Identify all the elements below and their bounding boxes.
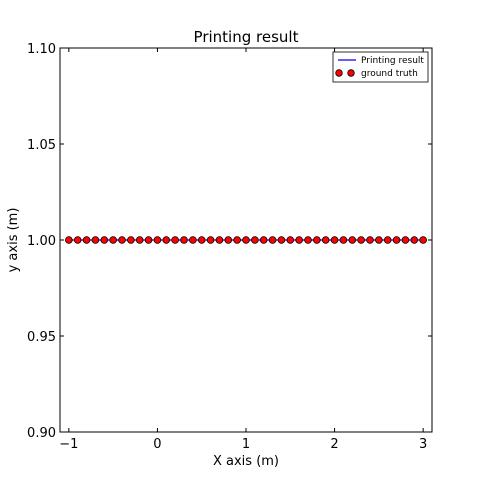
ground-truth-point	[162, 236, 171, 244]
ground-truth-point	[375, 236, 383, 244]
ground-truth-point	[277, 236, 286, 244]
ground-truth-point	[392, 236, 401, 244]
ground-truth-point	[295, 236, 303, 244]
ground-truth-point	[180, 236, 188, 244]
legend-label-ground-truth: ground truth	[361, 69, 418, 79]
x-axis: −1 0 1 2 3	[59, 48, 427, 452]
y-tick-label: 1.05	[27, 138, 56, 153]
ground-truth-point	[242, 236, 250, 244]
legend-marker-swatch	[335, 69, 343, 77]
ground-truth-point	[135, 236, 144, 244]
y-tick-label: 1.10	[27, 42, 56, 57]
ground-truth-point	[233, 236, 241, 244]
x-tick-label: 3	[419, 437, 427, 452]
ground-truth-point	[321, 236, 330, 244]
ground-truth-point	[259, 236, 268, 244]
ground-truth-point	[401, 236, 410, 244]
ground-truth-point	[65, 236, 73, 244]
ground-truth-point	[171, 236, 179, 244]
ground-truth-point	[286, 236, 295, 244]
ground-truth-point	[118, 236, 126, 244]
ground-truth-point	[304, 236, 312, 244]
ground-truth-point	[330, 236, 339, 244]
ground-truth-point	[127, 236, 135, 244]
plot-area	[65, 236, 427, 244]
ground-truth-point	[91, 236, 100, 244]
x-axis-label: X axis (m)	[213, 454, 279, 469]
legend-label-printing-result: Printing result	[361, 56, 424, 66]
legend-box	[332, 51, 429, 83]
ground-truth-point	[153, 236, 162, 244]
ground-truth-point	[366, 236, 374, 244]
ground-truth-point	[73, 236, 82, 244]
ground-truth-point	[339, 236, 348, 244]
x-tick-label: 2	[330, 437, 338, 452]
legend: Printing result ground truth	[332, 51, 429, 83]
x-tick-label: −1	[59, 437, 78, 452]
x-tick-label: 1	[242, 437, 250, 452]
ground-truth-point	[357, 236, 365, 244]
ground-truth-point	[410, 236, 419, 244]
x-tick-label: 0	[153, 437, 161, 452]
ground-truth-point	[206, 236, 215, 244]
y-tick-label: 0.95	[27, 330, 56, 345]
ground-truth-point	[268, 236, 277, 244]
ground-truth-point	[224, 236, 233, 244]
chart-title: Printing result	[194, 28, 299, 46]
ground-truth-point	[197, 236, 206, 244]
y-axis: 0.90 0.95 1.00 1.05 1.10	[27, 42, 432, 441]
ground-truth-point	[215, 236, 224, 244]
legend-marker-swatch	[347, 69, 355, 77]
ground-truth-point	[313, 236, 321, 244]
ground-truth-point	[383, 236, 392, 244]
ground-truth-point	[189, 236, 197, 244]
y-tick-label: 1.00	[27, 234, 56, 249]
ground-truth-point	[82, 236, 91, 244]
y-tick-label: 0.90	[27, 426, 56, 441]
ground-truth-point	[251, 236, 259, 244]
ground-truth-point	[348, 236, 357, 244]
ground-truth-point	[109, 236, 117, 244]
ground-truth-point	[419, 236, 427, 244]
ground-truth-point	[100, 236, 109, 244]
ground-truth-point	[144, 236, 153, 244]
y-axis-label: y axis (m)	[6, 208, 21, 273]
